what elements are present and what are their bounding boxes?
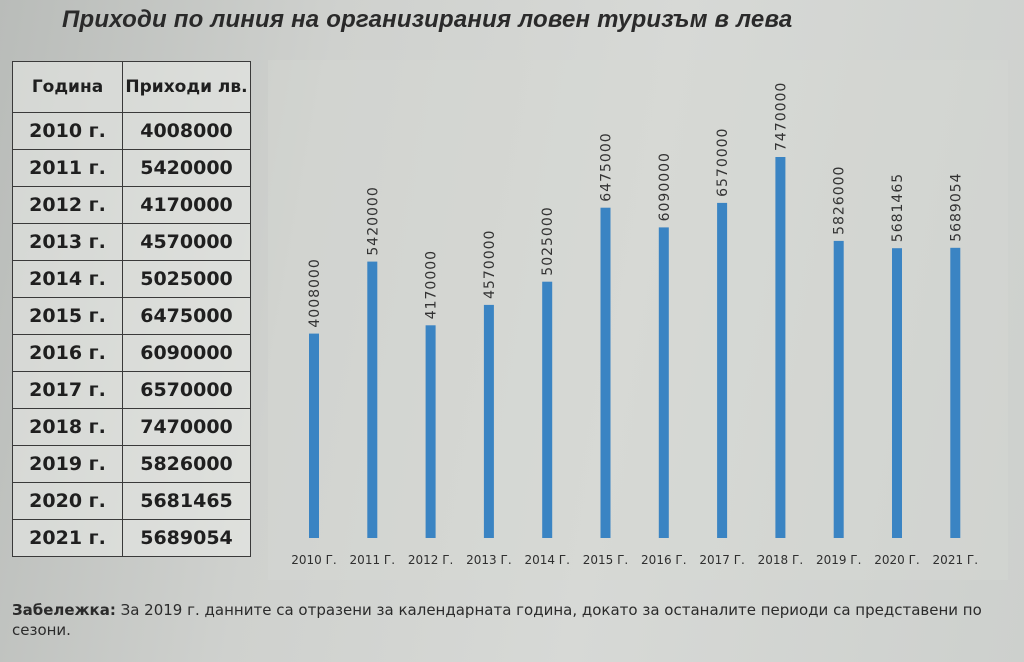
table-cell-year: 2011 г. [12,149,123,187]
table-cell-year: 2017 г. [12,371,123,409]
x-tick-label: 2010 Г. [291,553,337,567]
table-cell-year: 2019 г. [12,445,123,483]
table-cell-revenue: 6090000 [122,334,251,372]
table-cell-revenue: 6570000 [122,371,251,409]
table-row: 2014 г. 5025000 [12,260,251,298]
x-tick-label: 2017 Г. [699,553,745,567]
data-label: 5025000 [540,206,556,275]
revenue-table: Година Приходи лв. 2010 г. 4008000 2011 г.… [12,61,251,557]
table-row: 2012 г. 4170000 [12,186,251,224]
data-label: 5420000 [365,186,381,255]
table-cell-revenue: 6475000 [122,297,251,335]
data-label: 4570000 [482,230,498,299]
x-tick-label: 2019 Г. [816,553,862,567]
table-row: 2013 г. 4570000 [12,223,251,261]
table-row: 2015 г. 6475000 [12,297,251,335]
table-cell-revenue: 7470000 [122,408,251,446]
table-cell-revenue: 5826000 [122,445,251,483]
x-tick-label: 2016 Г. [641,553,687,567]
bar [950,247,961,539]
data-label: 5689054 [948,172,964,241]
data-label: 7470000 [773,82,789,151]
data-label: 6475000 [599,132,615,201]
table-row: 2019 г. 5826000 [12,445,251,483]
table-cell-year: 2010 г. [12,112,123,150]
table-cell-revenue: 4008000 [122,112,251,150]
x-tick-label: 2021 Г. [933,553,979,567]
table-cell-year: 2015 г. [12,297,123,335]
data-label: 4008000 [307,258,323,327]
table-row: 2010 г. 4008000 [12,112,251,150]
data-label: 6090000 [657,152,673,221]
bar [658,227,669,538]
chart-area: 4008000 2010 Г. 5420000 2011 Г. 4170000 2012 … [268,60,1008,580]
table-cell-year: 2014 г. [12,260,123,298]
data-label: 5681465 [890,173,906,242]
bar [717,202,728,538]
data-label: 4170000 [424,250,440,319]
table-cell-revenue: 5681465 [122,482,251,520]
table-cell-year: 2020 г. [12,482,123,520]
data-label: 6570000 [715,128,731,197]
bar [483,304,494,538]
table-cell-year: 2012 г. [12,186,123,224]
footnote-text: За 2019 г. данните са отразени за календ… [12,601,982,639]
table-header-row: Година Приходи лв. [12,61,251,113]
table-cell-year: 2021 г. [12,519,123,557]
table-row: 2011 г. 5420000 [12,149,251,187]
x-tick-label: 2020 Г. [874,553,920,567]
x-tick-label: 2014 Г. [524,553,570,567]
table-cell-revenue: 5420000 [122,149,251,187]
table-header-revenue: Приходи лв. [122,61,251,113]
table-row: 2021 г. 5689054 [12,519,251,557]
table-cell-year: 2013 г. [12,223,123,261]
bar [775,157,786,538]
table-cell-revenue: 4570000 [122,223,251,261]
table-cell-year: 2018 г. [12,408,123,446]
data-label: 5826000 [832,166,848,235]
table-header-year: Година [12,61,123,113]
bar [425,325,436,538]
table-cell-year: 2016 г. [12,334,123,372]
x-tick-label: 2012 Г. [408,553,454,567]
x-tick-label: 2015 Г. [583,553,629,567]
bar [892,248,902,538]
page-title: Приходи по линия на организирания ловен … [62,6,793,33]
bar-chart: 4008000 2010 Г. 5420000 2011 Г. 4170000 2012 … [291,82,979,567]
table-row: 2017 г. 6570000 [12,371,251,409]
footnote: Забележка: За 2019 г. данните са отразен… [12,600,1012,640]
table-row: 2018 г. 7470000 [12,408,251,446]
x-tick-label: 2011 Г. [350,553,396,567]
bar [600,207,611,538]
table-cell-revenue: 4170000 [122,186,251,224]
bar [542,281,553,538]
table-row: 2020 г. 5681465 [12,482,251,520]
bar [367,261,378,538]
table-row: 2016 г. 6090000 [12,334,251,372]
bar [309,333,319,538]
bar [833,240,844,538]
footnote-label: Забележка: [12,601,116,619]
table-cell-revenue: 5025000 [122,260,251,298]
x-tick-label: 2013 Г. [466,553,512,567]
x-tick-label: 2018 Г. [758,553,804,567]
table-cell-revenue: 5689054 [122,519,251,557]
